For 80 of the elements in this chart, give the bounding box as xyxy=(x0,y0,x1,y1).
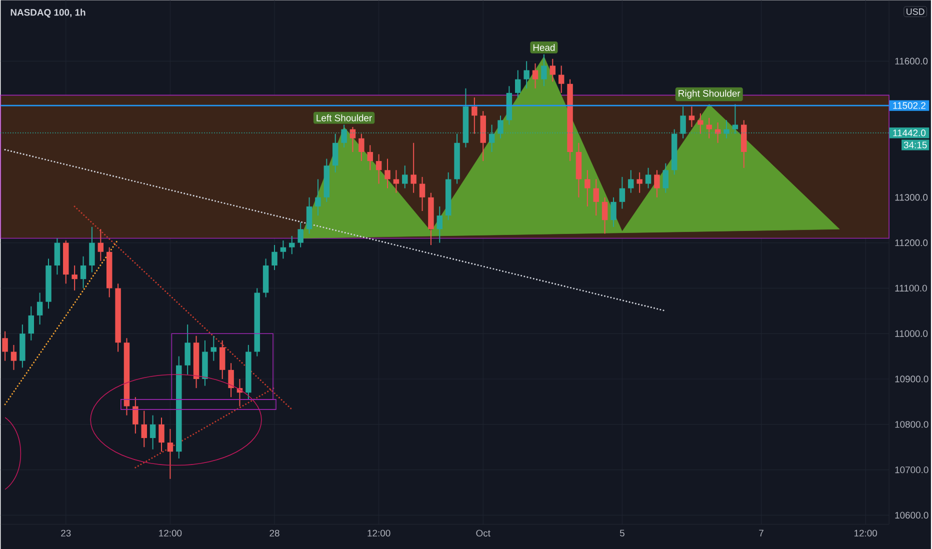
candlestick xyxy=(393,170,400,194)
candlestick xyxy=(402,164,408,189)
candlestick xyxy=(54,238,60,275)
y-tick-label: 11200.0 xyxy=(895,239,928,246)
candlestick xyxy=(132,396,138,434)
candlestick xyxy=(98,228,104,262)
x-tick-label: 7 xyxy=(759,530,764,536)
candlestick xyxy=(662,162,669,194)
annotation: Left Shoulder xyxy=(316,114,372,122)
candlestick xyxy=(524,60,530,89)
y-tick-label: 10600.0 xyxy=(895,512,928,518)
candlestick xyxy=(167,428,174,480)
y-tick-label: 10700.0 xyxy=(895,466,928,474)
candlestick xyxy=(376,154,382,184)
x-tick-label: 12:00 xyxy=(159,530,182,536)
candlestick xyxy=(602,196,608,234)
candlestick xyxy=(515,70,521,98)
x-tick-label: 23 xyxy=(61,530,71,536)
ref-line-label: 11502.2 xyxy=(893,102,926,109)
candlestick xyxy=(628,170,634,194)
ref-line-label: 11442.0 xyxy=(893,129,926,136)
candlestick xyxy=(28,306,34,341)
text: USD xyxy=(906,8,924,15)
candlestick xyxy=(350,126,356,152)
x-tick-label: 12:00 xyxy=(368,530,390,536)
x-tick-label: 28 xyxy=(270,530,280,536)
candlestick xyxy=(472,96,478,134)
candlestick xyxy=(298,222,304,248)
candlestick xyxy=(410,142,416,194)
candlestick xyxy=(550,58,556,82)
annotation: Head xyxy=(533,44,555,51)
candlestick xyxy=(558,65,564,94)
y-tick-label: 10900.0 xyxy=(895,376,928,382)
candlestick xyxy=(636,172,642,194)
candlestick xyxy=(610,196,616,228)
y-tick-label: 11100.0 xyxy=(895,284,927,292)
candlestick xyxy=(688,106,695,128)
candlestick xyxy=(36,292,43,325)
candlestick xyxy=(541,54,547,86)
candlestick xyxy=(272,244,278,270)
text: 34:15 xyxy=(904,141,927,148)
candlestick xyxy=(184,324,190,375)
candlestick xyxy=(10,344,17,370)
candlestick xyxy=(358,133,364,162)
x-tick-label: 12:00 xyxy=(854,530,878,536)
candlestick xyxy=(384,158,390,189)
candlestick xyxy=(289,235,295,255)
candlestick xyxy=(89,226,95,273)
text: NASDAQ 100, 1h xyxy=(10,8,86,18)
candlestick xyxy=(654,170,660,198)
candlestick xyxy=(80,256,86,289)
y-tick-label: 11300.0 xyxy=(895,194,928,201)
candlestick xyxy=(593,178,599,216)
candlestick xyxy=(367,144,373,170)
candlestick xyxy=(645,167,652,189)
candlestick xyxy=(150,414,156,450)
candlestick xyxy=(72,264,78,291)
x-tick-label: 5 xyxy=(620,530,624,536)
y-tick-label: 10800.0 xyxy=(895,420,928,428)
candlestick xyxy=(306,196,312,234)
candlestick xyxy=(332,133,338,173)
candlestick xyxy=(280,240,286,260)
x-tick-label: Oct xyxy=(476,530,490,536)
candlestick xyxy=(141,410,147,448)
y-tick-label: 11000.0 xyxy=(895,330,928,337)
candlestick xyxy=(706,117,712,139)
candlestick xyxy=(158,416,164,452)
candlestick xyxy=(436,206,443,244)
candlestick xyxy=(2,330,8,362)
candlestick xyxy=(584,170,590,207)
candlestick xyxy=(619,176,626,210)
candlestick xyxy=(532,62,538,89)
annotation: Right Shoulder xyxy=(678,90,740,98)
candlestick xyxy=(210,335,217,362)
y-tick-label: 11600.0 xyxy=(895,58,928,64)
candlestick xyxy=(698,112,704,134)
candlestick xyxy=(228,362,234,398)
candlestick xyxy=(219,340,226,380)
candlestick xyxy=(419,176,426,212)
candlestick xyxy=(315,178,321,216)
